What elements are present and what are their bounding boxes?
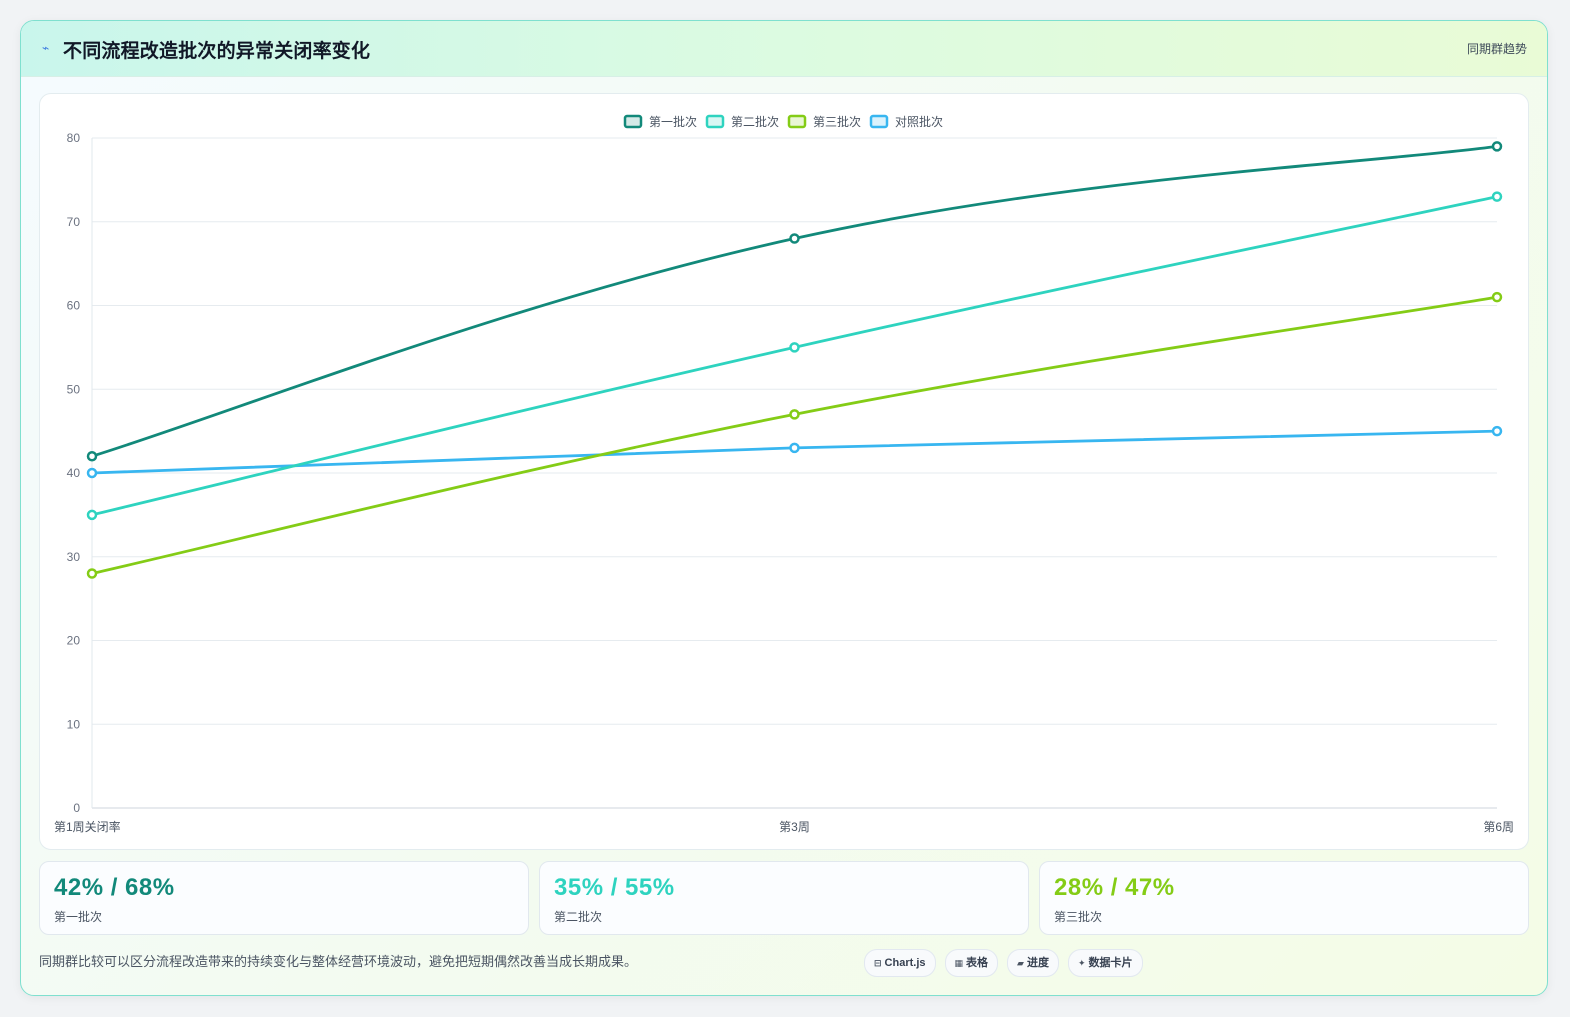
legend-swatch [623, 114, 643, 129]
y-tick-label: 70 [67, 215, 81, 229]
chip-label: 表格 [966, 957, 989, 969]
stat-value: 35% / 55% [554, 874, 675, 901]
data-point [789, 409, 800, 420]
header-tag: 同期群趋势 [1466, 42, 1527, 56]
data-point [1491, 191, 1503, 202]
chip-label: 数据卡片 [1088, 957, 1133, 969]
stat-label: 第三批次 [1054, 910, 1103, 924]
data-point [789, 233, 800, 244]
legend-label: 对照批次 [895, 114, 943, 129]
data-point [86, 568, 98, 579]
line-chart: 0 10 20 30 40 50 60 70 80 第1周关闭率 第3周 第6周 第一批次 第二批次 第三批… [54, 114, 1514, 834]
data-point [86, 509, 98, 521]
stat-card-batch-3: 28% / 47% 第三批次 [1039, 861, 1529, 935]
table-icon: ▦ [954, 958, 964, 968]
legend-label: 第三批次 [813, 114, 861, 129]
stat-value: 28% / 47% [1054, 874, 1175, 901]
y-tick-label: 50 [67, 382, 81, 396]
x-tick-label: 第1周关闭率 [54, 819, 121, 834]
chart-panel: 0 10 20 30 40 50 60 70 80 第1周关闭率 第3周 第6周 第一批次 第二批次 第三批… [39, 93, 1529, 850]
x-tick-label: 第3周 [779, 820, 810, 834]
chip-table[interactable]: ▦ 表格 [944, 949, 999, 977]
y-tick-label: 60 [67, 299, 81, 313]
chip-label: 进度 [1026, 957, 1049, 969]
card-header: ⌁ 不同流程改造批次的异常关闭率变化 同期群趋势 [21, 21, 1547, 77]
legend-label: 第二批次 [731, 114, 779, 129]
data-point [86, 467, 98, 479]
chart-icon: ⊟ [874, 958, 882, 968]
chart-card: ⌁ 不同流程改造批次的异常关闭率变化 同期群趋势 0 10 20 30 40 50 60 70… [20, 20, 1548, 996]
legend-swatch [869, 114, 889, 129]
page-title: 不同流程改造批次的异常关闭率变化 [63, 41, 371, 62]
series-line [91, 195, 1498, 517]
chip-label: Chart.js [884, 957, 926, 969]
chip-row: ⊟ Chart.js ▦ 表格 ▰ 进度 ✦ 数据卡片 [864, 949, 1143, 977]
y-tick-label: 10 [67, 717, 81, 731]
data-point [1491, 141, 1503, 152]
legend-label: 第一批次 [649, 114, 697, 129]
sparkle-icon: ✦ [1077, 958, 1086, 968]
y-tick-label: 30 [67, 550, 81, 564]
data-point [1491, 291, 1503, 303]
data-point [789, 442, 800, 454]
footnote: 同期群比较可以区分流程改造带来的持续变化与整体经营环境波动，避免把短期偶然改善当… [39, 954, 638, 969]
chip-data-card[interactable]: ✦ 数据卡片 [1067, 949, 1143, 977]
data-point [789, 342, 800, 353]
y-tick-label: 0 [73, 801, 80, 815]
stat-value: 42% / 68% [54, 874, 175, 901]
chip-chartjs[interactable]: ⊟ Chart.js [864, 949, 936, 977]
stat-card-batch-2: 35% / 55% 第二批次 [539, 861, 1029, 935]
stat-label: 第一批次 [54, 910, 103, 924]
y-tick-label: 20 [67, 634, 81, 648]
chip-progress[interactable]: ▰ 进度 [1007, 949, 1059, 977]
legend-swatch [705, 114, 725, 129]
data-point [1491, 425, 1503, 437]
stat-label: 第二批次 [554, 910, 603, 924]
x-tick-label: 第6周 [1483, 820, 1514, 834]
progress-icon: ▰ [1017, 958, 1024, 968]
legend-swatch [787, 114, 807, 129]
y-tick-label: 80 [67, 131, 81, 145]
data-point [86, 451, 98, 462]
y-tick-label: 40 [67, 466, 81, 480]
lightning-icon: ⌁ [42, 41, 50, 55]
stat-card-batch-1: 42% / 68% 第一批次 [39, 861, 529, 935]
